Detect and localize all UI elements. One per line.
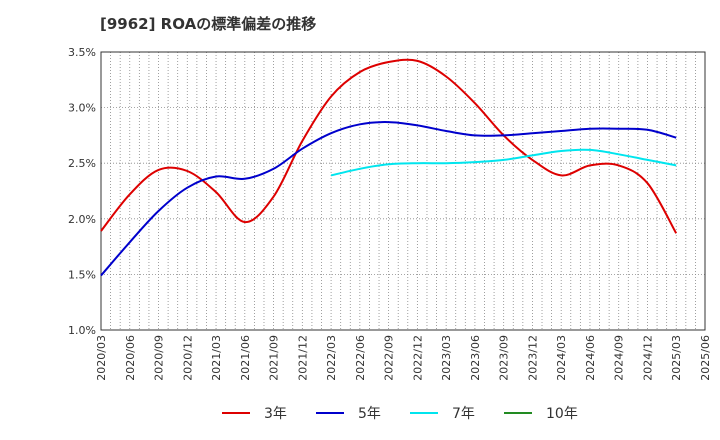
x-tick-label: 2024/06 (584, 335, 597, 381)
series-line-3 (330, 148, 677, 177)
series-line-1 (100, 58, 678, 234)
x-tick-label: 2023/03 (440, 335, 453, 381)
x-tick-label: 2021/12 (296, 335, 309, 381)
x-tick-label: 2022/09 (383, 335, 396, 381)
y-tick-label: 1.5% (68, 268, 96, 281)
x-axis: 2020/03 2020/06 2020/09 2020/12 2021/03 2021/… (95, 335, 712, 381)
x-tick-label: 2023/06 (469, 335, 482, 381)
legend-label: 5年 (358, 406, 381, 422)
x-tick-label: 2020/09 (153, 335, 166, 381)
x-tick-label: 2023/09 (498, 335, 511, 381)
legend-label: 10年 (546, 406, 578, 422)
x-tick-label: 2020/03 (95, 335, 108, 381)
grid-lines (101, 52, 705, 330)
x-tick-label: 2022/12 (411, 335, 424, 381)
x-tick-label: 2021/03 (210, 335, 223, 381)
y-tick-label: 3.5% (68, 46, 96, 59)
y-axis: 1.0% 1.5% 2.0% 2.5% 3.0% 3.5% (68, 46, 96, 337)
x-tick-label: 2025/03 (670, 335, 683, 381)
plot-area (101, 52, 705, 330)
x-tick-label: 2021/06 (239, 335, 252, 381)
x-tick-label: 2020/06 (124, 335, 137, 381)
legend-label: 7年 (452, 406, 475, 422)
y-tick-label: 2.0% (68, 213, 96, 226)
series-lines (100, 58, 678, 277)
x-tick-label: 2024/09 (613, 335, 626, 381)
x-tick-label: 2024/03 (555, 335, 568, 381)
y-tick-label: 1.0% (68, 324, 96, 337)
x-tick-label: 2025/06 (699, 335, 712, 381)
plot-frame (100, 51, 706, 331)
chart-title: [9962] ROAの標準偏差の推移 (100, 15, 317, 33)
x-tick-label: 2024/12 (641, 335, 654, 381)
x-tick-label: 2022/03 (325, 335, 338, 381)
legend: 3年 5年 7年 10年 (222, 406, 578, 422)
y-tick-label: 2.5% (68, 157, 96, 170)
series-line-2 (100, 121, 677, 277)
y-tick-label: 3.0% (68, 102, 96, 115)
legend-label: 3年 (264, 406, 287, 422)
x-tick-label: 2023/12 (526, 335, 539, 381)
x-tick-label: 2022/06 (354, 335, 367, 381)
x-tick-label: 2021/09 (268, 335, 281, 381)
x-tick-label: 2020/12 (181, 335, 194, 381)
